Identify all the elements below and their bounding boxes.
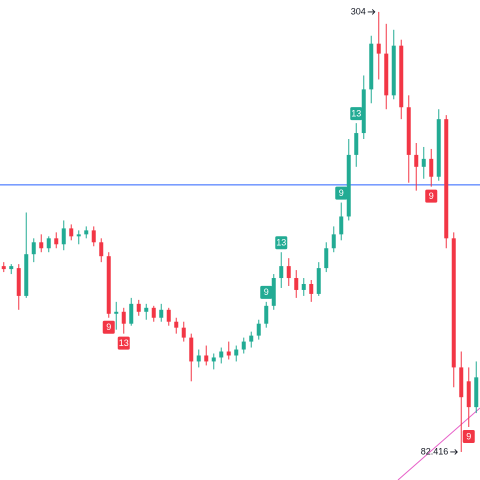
signal-marker: 9 <box>102 320 115 334</box>
low-label: 82.416 <box>421 446 449 456</box>
signal-marker: 9 <box>462 429 475 443</box>
candle-body <box>31 242 36 255</box>
marker-box <box>117 336 130 350</box>
marker-box <box>462 429 475 443</box>
candle-body <box>106 256 111 314</box>
candle-body <box>24 254 29 296</box>
candle-body <box>444 119 449 239</box>
marker-label: 9 <box>106 322 111 332</box>
candle-body <box>346 154 351 217</box>
candle-body <box>384 53 389 96</box>
signal-marker: 9 <box>260 285 273 299</box>
candle-body <box>466 381 471 408</box>
candle-body <box>54 238 59 245</box>
candle-body <box>91 230 96 243</box>
marker-box <box>335 186 348 200</box>
signal-marker: 13 <box>350 107 363 121</box>
candle-body <box>339 216 344 235</box>
candle-body <box>121 311 126 324</box>
candle-body <box>354 133 359 155</box>
marker-box <box>275 236 288 250</box>
candle-body <box>181 327 186 338</box>
candle-body <box>429 158 434 177</box>
candle-body <box>279 266 284 279</box>
marker-label: 13 <box>119 338 129 348</box>
candle-body <box>61 228 66 245</box>
candle-body <box>436 119 441 177</box>
candle-body <box>421 158 426 167</box>
candle-body <box>39 242 44 249</box>
candle-body <box>84 230 89 235</box>
candle-body <box>219 351 224 358</box>
candle-body <box>211 357 216 362</box>
candle-body <box>391 45 396 96</box>
high-arrow <box>367 9 376 15</box>
marker-label: 9 <box>429 191 434 201</box>
candle-body <box>376 43 381 54</box>
candle-body <box>369 43 374 90</box>
candle-body <box>249 335 254 342</box>
marker-box <box>425 189 438 203</box>
candle-body <box>294 278 299 290</box>
marker-box <box>102 320 115 334</box>
marker-box <box>350 107 363 121</box>
candle-body <box>414 154 419 167</box>
low-arrow <box>450 449 458 455</box>
candle-body <box>196 355 201 362</box>
candle-body <box>16 268 21 296</box>
candle-body <box>159 309 164 318</box>
candle-body <box>331 234 336 249</box>
candle-body <box>174 321 179 328</box>
candle-body <box>324 248 329 269</box>
candle-body <box>309 283 314 294</box>
candle-body <box>361 89 366 134</box>
marker-label: 13 <box>351 109 361 119</box>
candle-body <box>129 303 134 324</box>
candle-body <box>46 238 51 249</box>
signal-marker: 9 <box>425 189 438 203</box>
candle-body <box>9 266 14 270</box>
candle-body <box>256 323 261 336</box>
candle-body <box>264 305 269 324</box>
candle-body <box>286 266 291 279</box>
candle-body <box>76 234 81 237</box>
marker-label: 9 <box>264 287 269 297</box>
candle-body <box>474 377 479 408</box>
marker-label: 13 <box>276 238 286 248</box>
candle-body <box>204 355 209 362</box>
candle-body <box>271 278 276 306</box>
candle-body <box>151 307 156 318</box>
marker-box <box>260 285 273 299</box>
high-label: 304 <box>351 6 366 16</box>
candle-body <box>399 45 404 108</box>
candle-body <box>1 266 6 270</box>
candle-body <box>459 367 464 398</box>
signal-marker: 13 <box>117 336 130 350</box>
signal-marker: 13 <box>275 236 288 250</box>
marker-label: 9 <box>466 431 471 441</box>
candle-body <box>241 341 246 350</box>
candle-body <box>166 309 171 322</box>
candle-body <box>114 311 119 314</box>
candle-body <box>406 107 411 155</box>
marker-label: 9 <box>339 188 344 198</box>
candle-body <box>144 307 149 312</box>
trend-line <box>397 407 480 480</box>
candle-body <box>136 303 141 312</box>
candle-body <box>316 268 321 294</box>
candle-body <box>451 238 456 368</box>
candle-body <box>99 242 104 257</box>
candle-body <box>226 351 231 356</box>
candle-body <box>69 228 74 237</box>
candle-body <box>301 283 306 290</box>
candle-body <box>234 349 239 356</box>
candle-body <box>189 337 194 362</box>
signal-marker: 9 <box>335 186 348 200</box>
